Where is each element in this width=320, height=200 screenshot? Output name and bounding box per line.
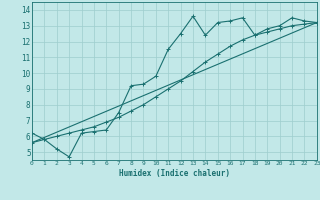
X-axis label: Humidex (Indice chaleur): Humidex (Indice chaleur) <box>119 169 230 178</box>
